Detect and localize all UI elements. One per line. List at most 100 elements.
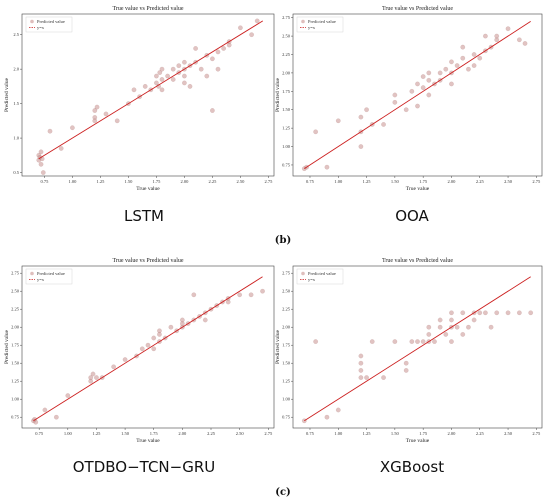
x-tick-label: 2.25 <box>476 179 485 184</box>
plot-title: True value vs Predicted value <box>382 6 453 12</box>
plot-title: True value vs Predicted value <box>112 258 183 264</box>
plot-title: True value vs Predicted value <box>382 258 453 264</box>
x-tick-label: 0.75 <box>35 431 44 436</box>
legend-label-predicted: Predicted value <box>37 19 65 24</box>
x-tick-label: 2.50 <box>236 179 245 184</box>
data-point <box>54 414 59 420</box>
model-label-ooa: OOA <box>395 207 429 225</box>
x-tick-label: 1.75 <box>150 431 159 436</box>
legend-label-predicted: Predicted value <box>37 271 65 276</box>
data-point <box>187 84 193 89</box>
data-point <box>403 368 409 373</box>
y-axis-label: Predicted value <box>275 77 281 112</box>
y-tick-label: 1.50 <box>282 107 291 112</box>
data-point <box>38 149 44 155</box>
legend-label-predicted: Predicted value <box>308 19 336 24</box>
y-tick-label: 2.75 <box>282 15 291 20</box>
x-tick-label: 2.25 <box>476 431 485 436</box>
y-axis-label: Predicted value <box>4 329 10 364</box>
scatter-plot-otdbo-tcn-gru: True value vs Predicted value True value P… <box>4 258 275 444</box>
y-tick-label: 1.75 <box>11 343 20 348</box>
y-tick-label: 2.25 <box>282 52 291 57</box>
data-point <box>460 44 466 50</box>
data-point <box>122 357 128 362</box>
data-point <box>466 324 471 330</box>
data-point <box>426 332 432 337</box>
data-point <box>215 49 221 55</box>
y-tick-label: 2.0 <box>13 67 19 72</box>
data-point <box>182 80 187 86</box>
data-point <box>415 81 420 87</box>
legend-box <box>25 268 73 285</box>
data-point <box>154 80 159 86</box>
data-point <box>180 317 185 323</box>
y-tick-label: 2.00 <box>11 325 20 330</box>
data-point <box>210 108 215 113</box>
x-tick-label: 1.75 <box>419 179 428 184</box>
data-point <box>182 59 187 65</box>
data-point <box>70 125 75 131</box>
data-point <box>210 56 215 62</box>
ideal-line-y-equals-x <box>304 276 531 422</box>
y-tick-label: 2.50 <box>282 34 291 39</box>
x-tick-label: 1.25 <box>96 179 105 184</box>
data-point <box>142 84 148 89</box>
data-point <box>111 364 116 370</box>
data-point <box>483 310 488 316</box>
legend-marker-predicted <box>30 19 34 24</box>
y-tick-label: 2.50 <box>282 289 291 294</box>
model-label-xgboost: XGBoost <box>380 458 444 476</box>
data-point <box>131 87 137 93</box>
x-tick-label: 0.75 <box>40 179 49 184</box>
y-tick-label: 1.50 <box>282 361 291 366</box>
data-point <box>437 70 443 76</box>
x-tick-label: 2.50 <box>504 431 513 436</box>
data-point <box>225 299 231 305</box>
data-point <box>88 378 94 384</box>
y-tick-label: 2.25 <box>282 307 291 312</box>
data-point <box>443 332 449 337</box>
data-point <box>432 339 437 344</box>
data-point <box>335 118 341 124</box>
data-point <box>358 368 364 373</box>
data-point <box>191 292 197 298</box>
data-point <box>477 55 483 61</box>
data-point <box>358 353 364 359</box>
legend-box <box>296 16 344 33</box>
x-tick-label: 2.75 <box>532 431 541 436</box>
data-point <box>449 317 454 323</box>
data-point <box>420 74 426 79</box>
data-point <box>139 346 145 352</box>
legend-label-predicted: Predicted value <box>308 271 336 276</box>
x-tick-label: 2.75 <box>532 179 541 184</box>
y-tick-label: 1.0 <box>13 136 19 141</box>
x-tick-label: 1.25 <box>93 431 102 436</box>
legend-marker-predicted <box>301 19 305 24</box>
plot-frame <box>292 265 543 429</box>
data-point <box>42 407 48 413</box>
data-point <box>415 339 420 344</box>
data-point <box>449 81 454 87</box>
data-point <box>58 146 64 151</box>
data-point <box>193 46 198 51</box>
data-point <box>409 88 415 94</box>
data-point <box>392 339 398 344</box>
data-point <box>182 73 187 79</box>
data-point <box>151 346 157 352</box>
data-point <box>364 375 369 380</box>
data-point <box>176 63 182 69</box>
data-point <box>170 66 176 72</box>
data-point <box>165 73 170 79</box>
data-point <box>151 335 157 341</box>
data-point <box>204 73 210 79</box>
data-point <box>170 77 176 82</box>
x-tick-label: 1.50 <box>391 179 400 184</box>
y-tick-label: 2.50 <box>11 289 20 294</box>
x-axis-label: True value <box>136 186 160 192</box>
data-point <box>449 339 454 344</box>
data-point <box>460 332 466 337</box>
y-tick-label: 0.75 <box>282 415 291 420</box>
scatter-plot-lstm: True value vs Predicted value True value P… <box>4 6 275 192</box>
data-point <box>443 66 449 72</box>
